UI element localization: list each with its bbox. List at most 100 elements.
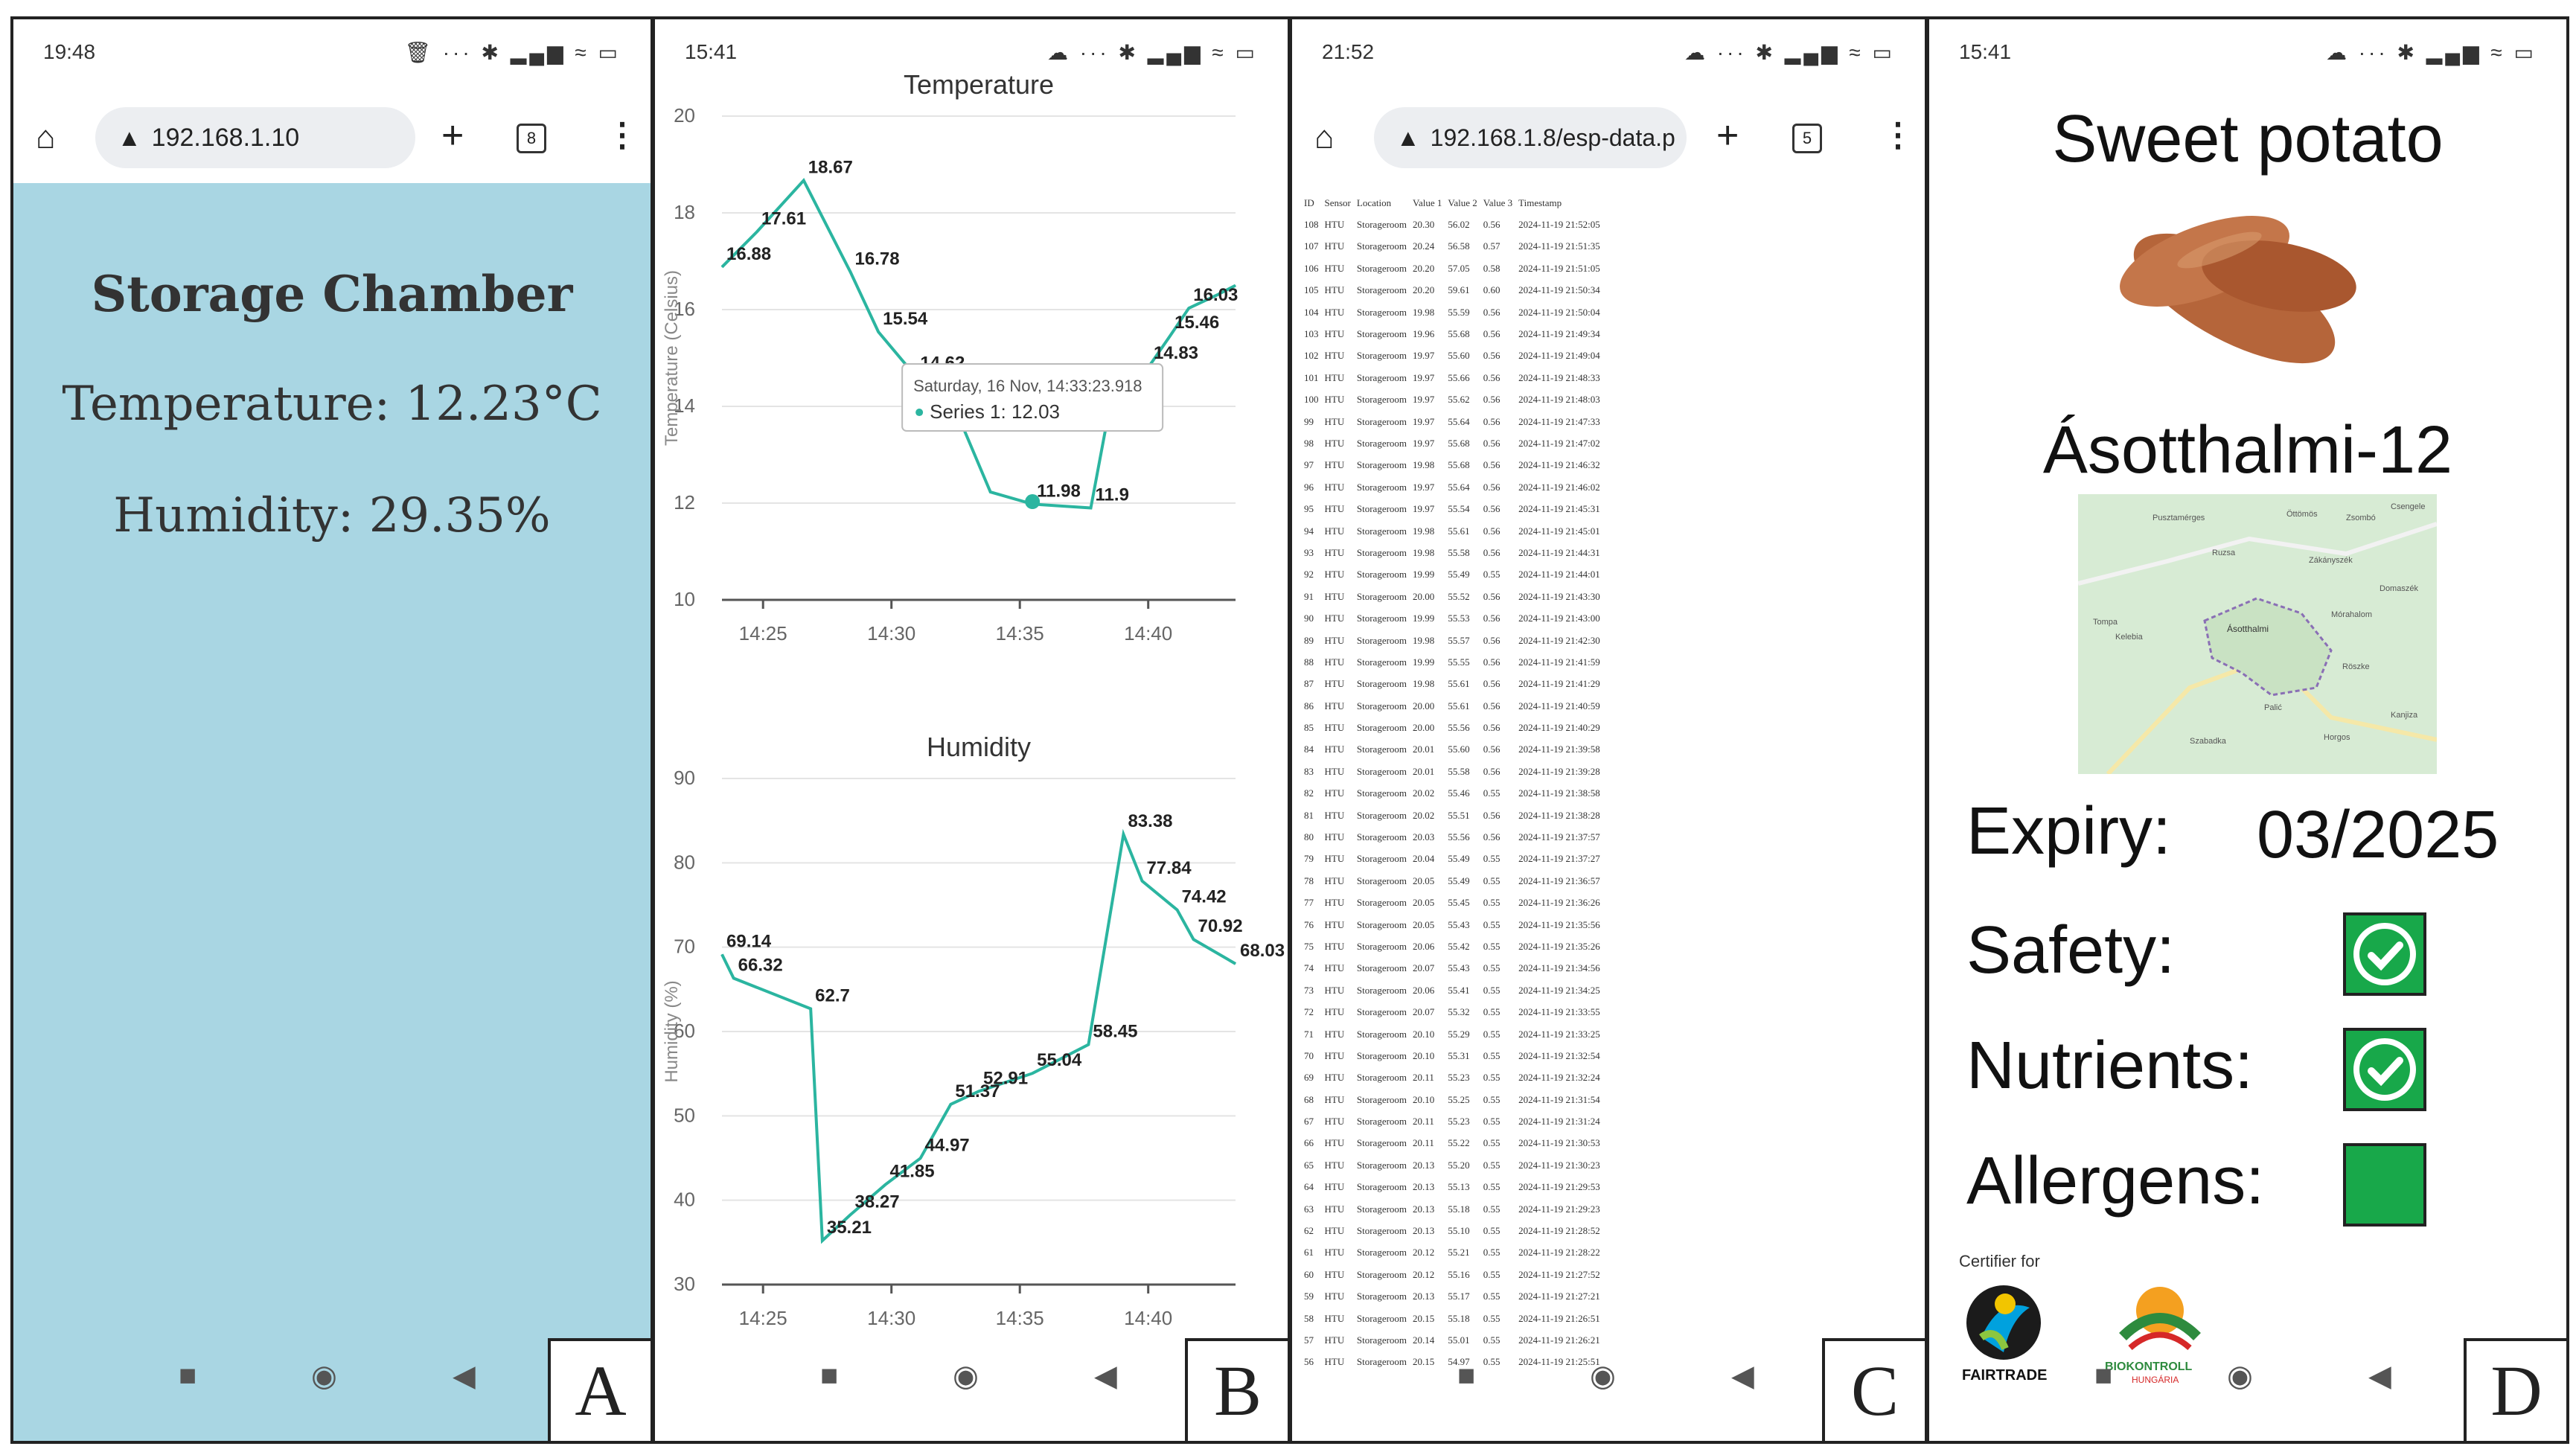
url-field[interactable]: ▲ 192.168.1.10 xyxy=(95,107,415,168)
table-cell: 2024-11-19 21:48:33 xyxy=(1518,371,1600,383)
table-cell: 2024-11-19 21:50:04 xyxy=(1518,306,1600,318)
table-cell: 2024-11-19 21:31:24 xyxy=(1518,1116,1600,1128)
table-cell: 19.97 xyxy=(1413,371,1435,383)
new-tab-button[interactable]: + xyxy=(1716,114,1739,157)
table-cell: Storageroom xyxy=(1356,1181,1407,1193)
table-cell: 0.60 xyxy=(1483,284,1500,296)
recents-icon[interactable]: ■ xyxy=(2094,1359,2113,1392)
origin-map[interactable]: Pusztamérges Ruzsa Zsombó Öttömös Zákány… xyxy=(2078,494,2437,774)
table-cell: Storageroom xyxy=(1356,590,1407,602)
table-row: 82 HTU Storageroom 20.02 55.46 0.55 2024-11-19… xyxy=(1304,783,1606,805)
home-icon[interactable]: ⌂ xyxy=(1314,119,1335,156)
table-cell: Storageroom xyxy=(1356,1049,1407,1061)
table-cell: 84 xyxy=(1304,744,1314,755)
tab-count-button[interactable]: 5 xyxy=(1792,124,1822,153)
table-cell: 55.53 xyxy=(1448,613,1470,624)
table-cell: 20.11 xyxy=(1413,1072,1434,1084)
table-cell: 2024-11-19 21:32:54 xyxy=(1518,1049,1600,1061)
table-header-cell: Location xyxy=(1356,196,1392,208)
table-cell: 20.02 xyxy=(1413,787,1435,799)
table-cell: Storageroom xyxy=(1356,809,1407,821)
table-row: 71 HTU Storageroom 20.10 55.29 0.55 2024-11-19… xyxy=(1304,1023,1606,1045)
table-cell: 55.55 xyxy=(1448,656,1470,668)
data-label: 11.98 xyxy=(1037,481,1081,501)
back-icon[interactable]: ◀ xyxy=(2368,1360,2391,1392)
menu-icon[interactable]: ⋮ xyxy=(606,117,639,153)
table-cell: 0.56 xyxy=(1483,831,1500,843)
safety-status-box[interactable] xyxy=(2343,912,2426,996)
table-row: 64 HTU Storageroom 20.13 55.13 0.55 2024-11-19… xyxy=(1304,1177,1606,1198)
table-cell: 2024-11-19 21:31:54 xyxy=(1518,1093,1600,1105)
table-cell: 86 xyxy=(1304,700,1314,711)
table-header-cell: Value 2 xyxy=(1448,196,1477,208)
data-label: 15.54 xyxy=(883,309,928,329)
data-label: 70.92 xyxy=(1198,916,1243,936)
table-cell: 19.97 xyxy=(1413,481,1435,493)
panel-label: C xyxy=(1822,1338,1925,1441)
table-cell: 0.55 xyxy=(1483,1093,1500,1105)
table-cell: 55.23 xyxy=(1448,1072,1470,1084)
map-label: Kelebia xyxy=(2115,633,2144,642)
recents-icon[interactable]: ■ xyxy=(820,1359,839,1392)
table-row: 59 HTU Storageroom 20.13 55.17 0.55 2024-11-19… xyxy=(1304,1286,1606,1308)
table-cell: 55.58 xyxy=(1448,765,1470,777)
nutrients-status-box[interactable] xyxy=(2343,1028,2426,1111)
recents-icon[interactable]: ■ xyxy=(1457,1359,1476,1392)
tab-count-button[interactable]: 8 xyxy=(517,124,546,153)
table-cell: 0.55 xyxy=(1483,787,1500,799)
table-row: 106 HTU Storageroom 20.20 57.05 0.58 2024-11-1… xyxy=(1304,258,1606,279)
back-icon[interactable]: ◀ xyxy=(1094,1360,1117,1392)
allergens-status-box[interactable] xyxy=(2343,1143,2426,1227)
back-icon[interactable]: ◀ xyxy=(453,1360,476,1392)
table-cell: 19.97 xyxy=(1413,503,1435,515)
y-tick-label: 60 xyxy=(674,1020,695,1042)
table-cell: 2024-11-19 21:36:57 xyxy=(1518,874,1600,886)
data-label: 35.21 xyxy=(827,1218,872,1238)
table-cell: 55.21 xyxy=(1448,1247,1470,1259)
table-row: 108 HTU Storageroom 20.30 56.02 0.56 2024-11-1… xyxy=(1304,214,1606,235)
x-tick-label: 14:30 xyxy=(867,622,915,645)
url-field[interactable]: ▲ 192.168.1.8/esp-data.p xyxy=(1374,107,1687,168)
table-cell: Storageroom xyxy=(1356,1268,1407,1280)
status-bar: 19:48 🗑 ··· ✱ ▂▄▆ ≈ ▭ xyxy=(13,19,651,86)
table-row: 97 HTU Storageroom 19.98 55.68 0.56 2024-11-19… xyxy=(1304,455,1606,476)
home-nav-icon[interactable]: ◉ xyxy=(311,1360,337,1392)
home-nav-icon[interactable]: ◉ xyxy=(953,1360,979,1392)
table-cell: 81 xyxy=(1304,809,1314,821)
variety-name: Ásotthalmi-12 xyxy=(2042,413,2453,487)
table-cell: Storageroom xyxy=(1356,459,1407,471)
table-cell: 67 xyxy=(1304,1116,1314,1128)
table-cell: 19.98 xyxy=(1413,306,1435,318)
table-cell: 2024-11-19 21:47:02 xyxy=(1518,437,1600,449)
table-row: 74 HTU Storageroom 20.07 55.43 0.55 2024-11-19… xyxy=(1304,958,1606,979)
home-nav-icon[interactable]: ◉ xyxy=(2227,1360,2253,1392)
data-label: 11.9 xyxy=(1096,485,1129,505)
table-cell: HTU xyxy=(1324,1225,1345,1237)
data-label: 16.03 xyxy=(1193,285,1238,305)
data-label: 44.97 xyxy=(925,1135,970,1155)
table-cell: 2024-11-19 21:46:32 xyxy=(1518,459,1600,471)
table-row: 101 HTU Storageroom 19.97 55.66 0.56 2024-11-1… xyxy=(1304,367,1606,388)
home-nav-icon[interactable]: ◉ xyxy=(1590,1360,1616,1392)
map-label: Zsombó xyxy=(2346,514,2376,522)
data-label: 38.27 xyxy=(855,1192,900,1212)
back-icon[interactable]: ◀ xyxy=(1731,1360,1754,1392)
panel-label: B xyxy=(1185,1338,1288,1441)
table-cell: 0.55 xyxy=(1483,1006,1500,1018)
table-cell: 96 xyxy=(1304,481,1314,493)
new-tab-button[interactable]: + xyxy=(441,114,464,157)
table-cell: 0.55 xyxy=(1483,1116,1500,1128)
home-icon[interactable]: ⌂ xyxy=(36,119,56,156)
data-point xyxy=(803,179,805,181)
table-cell: 2024-11-19 21:41:29 xyxy=(1518,678,1600,690)
table-cell: 2024-11-19 21:51:05 xyxy=(1518,262,1600,274)
menu-icon[interactable]: ⋮ xyxy=(1882,117,1914,153)
safety-label: Safety: xyxy=(1966,913,2176,988)
recents-icon[interactable]: ■ xyxy=(179,1359,197,1392)
table-cell: Storageroom xyxy=(1356,918,1407,930)
table-cell: 55.49 xyxy=(1448,874,1470,886)
table-cell: Storageroom xyxy=(1356,722,1407,734)
table-cell: Storageroom xyxy=(1356,503,1407,515)
table-cell: 2024-11-19 21:39:28 xyxy=(1518,765,1600,777)
status-icons: ☁ ··· ✱ ▂▄▆ ≈ ▭ xyxy=(1046,41,1258,64)
